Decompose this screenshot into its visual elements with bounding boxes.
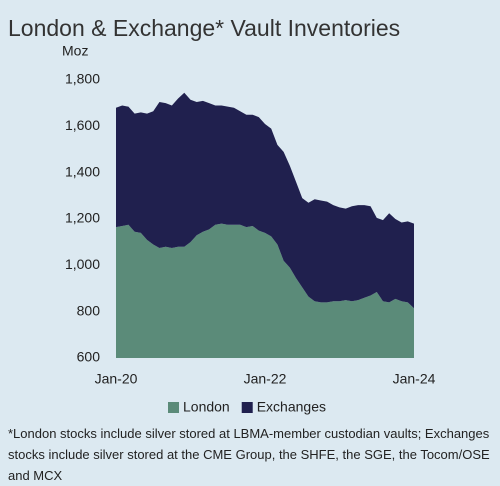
x-tick-label: Jan-20	[95, 371, 138, 387]
x-tick-label: Jan-24	[393, 371, 436, 387]
legend-swatch	[241, 402, 253, 413]
area-0	[116, 223, 414, 358]
y-tick-label: 1,000	[65, 256, 100, 272]
legend-swatch	[168, 402, 179, 413]
y-tick-label: 1,200	[65, 210, 100, 226]
y-tick-label: 1,400	[65, 163, 100, 179]
legend-label: London	[183, 399, 230, 415]
y-tick-label: 1,600	[65, 117, 100, 133]
area-1	[116, 92, 414, 309]
y-tick-label: 1,800	[65, 71, 100, 87]
y-tick-label: 600	[77, 349, 101, 365]
footnote: *London stocks include silver stored at …	[8, 426, 490, 483]
y-tick-label: 800	[77, 302, 101, 318]
y-axis-label: Moz	[62, 43, 88, 59]
chart: London & Exchange* Vault Inventories Moz…	[8, 15, 436, 415]
x-tick-label: Jan-22	[244, 371, 287, 387]
legend-label: Exchanges	[257, 399, 326, 415]
chart-title: London & Exchange* Vault Inventories	[8, 15, 400, 41]
